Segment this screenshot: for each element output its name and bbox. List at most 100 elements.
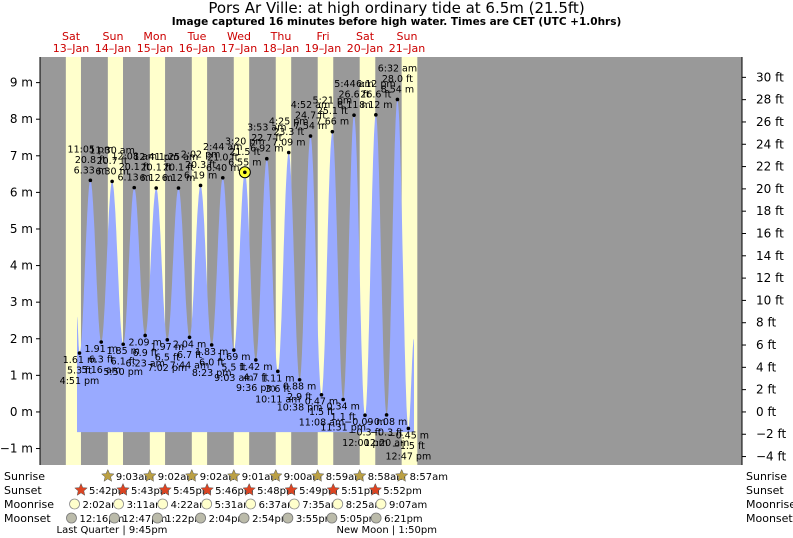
high-tide-point — [110, 179, 114, 184]
moonset-moon-icon — [108, 512, 120, 524]
sunrise-time: 9:02am — [158, 472, 196, 483]
low-tide-time: 11:08 am — [299, 418, 344, 429]
sunrise-star-icon — [226, 468, 241, 482]
low-tide-time: 5:50 pm — [103, 367, 143, 378]
left-tick-label: 1 m — [10, 368, 33, 382]
moonset-time: 12:47pm — [122, 514, 167, 525]
low-tide-point — [121, 342, 126, 347]
moonset-time: 3:55pm — [296, 514, 335, 525]
low-tide-point — [254, 358, 258, 362]
left-tick-label: 9 m — [10, 76, 33, 90]
right-tick-label: 6 ft — [756, 338, 776, 352]
low-tide-feet: −0.3 ft — [370, 427, 403, 438]
sunrise-star-icon — [394, 468, 409, 482]
low-tide-time: 4:51 pm — [60, 376, 100, 387]
right-tick-label: 28 ft — [756, 93, 784, 107]
moonrise-moon-icon — [375, 498, 387, 510]
high-tide-point — [264, 156, 269, 161]
high-tide-feet: 23.3 ft — [273, 127, 304, 138]
low-tide-meters: 1.42 m — [239, 362, 272, 373]
high-tide-feet: 22.7 ft — [251, 133, 282, 144]
right-tick-label: 16 ft — [756, 226, 784, 240]
right-tick-label: 2 ft — [756, 383, 776, 397]
low-tide-point — [319, 392, 324, 397]
high-tide-point — [352, 113, 356, 117]
right-tick-label: 30 ft — [756, 70, 784, 84]
day-date-label: 18–Jan — [263, 42, 299, 55]
low-tide-time: 6:23 am — [125, 358, 164, 369]
low-tide-meters: 2.09 m — [128, 337, 161, 348]
high-tide-time: 12:41 pm — [133, 152, 179, 163]
low-tide-time: 9:03 am — [214, 373, 253, 384]
high-tide-point — [198, 183, 203, 188]
sunset-time: 5:49pm — [299, 486, 338, 497]
day-date-label: 13–Jan — [53, 42, 89, 55]
high-tide-meters: 6.55 m — [228, 157, 261, 168]
sunrise-star-icon — [268, 468, 283, 482]
sunset-star-icon — [200, 482, 214, 496]
low-tide-point — [165, 338, 170, 342]
high-tide-point — [132, 185, 137, 190]
low-tide-feet: 5.5 ft — [221, 363, 246, 374]
high-tide-time: 11:30 am — [89, 145, 134, 156]
left-tick-label: 4 m — [10, 259, 33, 273]
sunrise-time: 9:03am — [116, 472, 154, 483]
high-tide-time: 2:02 pm — [181, 149, 221, 160]
low-tide-point — [209, 343, 214, 347]
sunset-star-icon — [326, 482, 341, 496]
day-date-label: 21–Jan — [389, 42, 425, 55]
high-tide-meters: 6.12 m — [139, 173, 172, 184]
low-tide-feet: 6.1 ft — [111, 357, 136, 368]
sunset-time: 5:42pm — [89, 486, 128, 497]
high-tide-feet: 24.7 ft — [295, 111, 326, 122]
high-tide-meters: 7.66 m — [316, 117, 349, 128]
high-tide-feet: 20.1 ft — [163, 162, 194, 173]
day-date-label: 14–Jan — [95, 42, 131, 55]
left-tick-label: 3 m — [10, 295, 33, 309]
chart-title: Pors Ar Ville: at high ordinary tide at … — [208, 0, 585, 17]
right-tick-label: 12 ft — [756, 271, 784, 285]
high-tide-time: 1:25 am — [159, 152, 198, 163]
low-tide-meters: 0.47 m — [305, 397, 338, 408]
moonrise-time: 2:02am — [83, 500, 121, 511]
high-tide-feet: 21.5 ft — [229, 147, 260, 158]
high-tide-feet: 20.7 ft — [97, 156, 128, 167]
left-tick-label: 0 m — [10, 405, 33, 419]
right-tick-label: 26 ft — [756, 115, 784, 129]
moonrise-moon-icon — [245, 498, 256, 510]
high-tide-time: 5:21 pm — [313, 96, 353, 107]
high-tide-feet: 25.1 ft — [317, 106, 348, 117]
day-name-label: Sun — [397, 30, 418, 43]
moonrise-moon-icon — [157, 498, 169, 510]
day-name-label: Sat — [62, 30, 81, 43]
moonrise-time: 4:22am — [171, 500, 209, 511]
day-date-label: 17–Jan — [221, 42, 257, 55]
low-tide-meters: 1.83 m — [195, 347, 228, 358]
low-tide-feet: 1.1 ft — [331, 412, 356, 423]
high-tide-meters: 7.54 m — [294, 121, 327, 132]
sunrise-star-icon — [142, 468, 157, 482]
day-name-label: Mon — [143, 30, 166, 43]
day-date-label: 15–Jan — [137, 42, 173, 55]
sunrise-star-icon — [352, 468, 367, 482]
low-tide-feet: 2.9 ft — [287, 392, 312, 403]
low-tide-time: 12:00 pm — [342, 438, 388, 449]
high-tide-meters: 8.54 m — [381, 84, 414, 95]
low-tide-point — [232, 348, 236, 352]
sunrise-time: 8:59am — [326, 472, 364, 483]
row-label-left-moonset: Moonset — [4, 512, 51, 525]
moonset-moon-icon — [238, 512, 250, 524]
low-tide-time: 9:36 pm — [236, 383, 276, 394]
day-date-label: 20–Jan — [347, 42, 383, 55]
moonrise-moon-icon — [288, 498, 300, 510]
high-tide-time: 6:12 pm — [356, 79, 396, 90]
high-tide-feet: 20.3 ft — [185, 160, 216, 171]
right-tick-label: 20 ft — [756, 182, 784, 196]
low-tide-feet: −0.3 ft — [349, 428, 382, 439]
row-label-left-sunset: Sunset — [4, 484, 42, 497]
right-tick-label: −2 ft — [756, 427, 787, 441]
moonrise-moon-icon — [113, 498, 124, 510]
day-date-label: 19–Jan — [305, 42, 341, 55]
row-label-left-sunrise: Sunrise — [4, 470, 45, 483]
moonset-time: 6:21pm — [384, 514, 423, 525]
